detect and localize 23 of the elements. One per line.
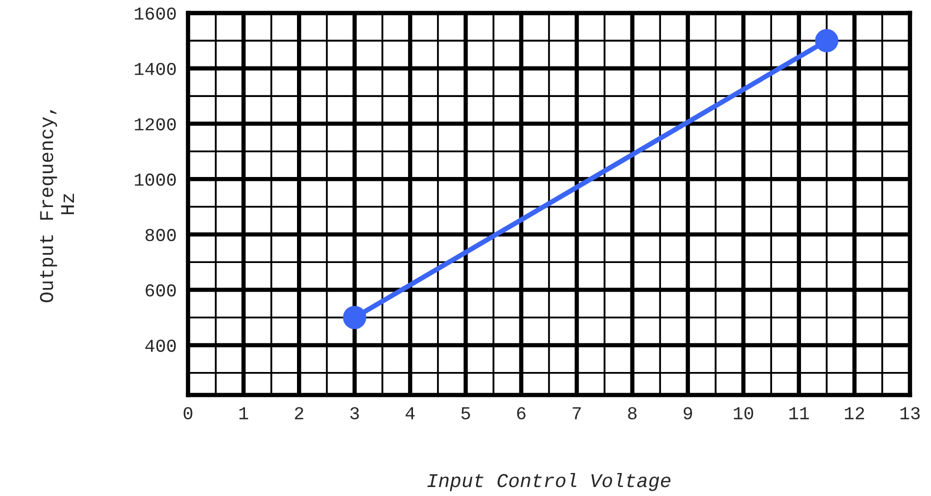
- x-tick-label: 1: [239, 407, 248, 420]
- x-tick-label: 2: [294, 407, 304, 420]
- x-tick-label: 5: [461, 407, 470, 420]
- y-tick-label: 1600: [134, 7, 176, 20]
- x-tick-label: 9: [684, 407, 692, 420]
- x-tick-label: 11: [789, 407, 809, 420]
- y-tick-label: 1200: [134, 118, 176, 130]
- x-tick-label: 13: [900, 407, 920, 420]
- x-tick-label: 12: [844, 407, 864, 420]
- x-tick-label: 8: [628, 407, 637, 420]
- y-tick-label: 800: [146, 228, 176, 242]
- x-tick-label: 10: [734, 407, 754, 420]
- y-axis-title: Output Frequency, Hz: [40, 110, 74, 302]
- y-tick-label: 1000: [134, 174, 176, 186]
- y-tick-label: 1400: [134, 62, 176, 76]
- x-tick-label: 0: [184, 407, 192, 420]
- x-tick-label: 7: [572, 407, 581, 420]
- x-tick-label: 4: [406, 407, 415, 420]
- x-tick-label: 6: [517, 407, 526, 420]
- x-tick-label: 3: [350, 407, 359, 420]
- y-tick-label: 400: [145, 340, 176, 352]
- y-tick-label: 600: [146, 284, 176, 297]
- x-axis-title: Input Control Voltage: [427, 472, 670, 492]
